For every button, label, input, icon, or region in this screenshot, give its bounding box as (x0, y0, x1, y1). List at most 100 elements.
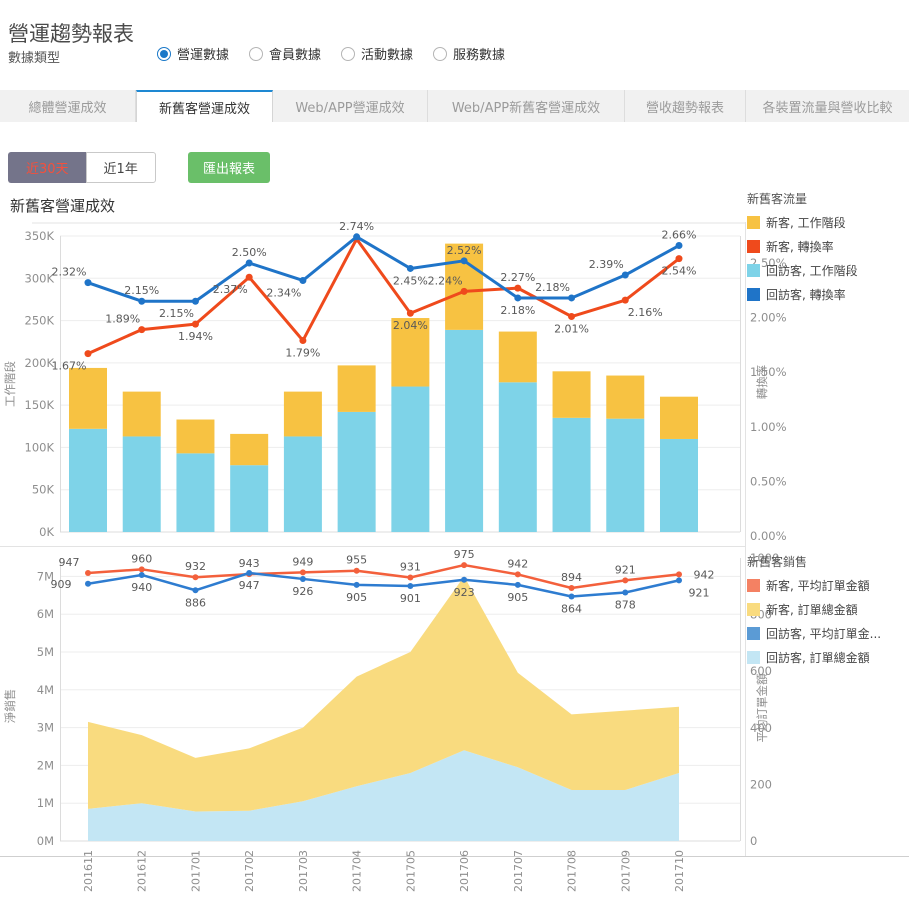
svg-text:350K: 350K (25, 229, 55, 243)
svg-text:600: 600 (750, 664, 772, 678)
range-30days-button[interactable]: 近30天 (8, 152, 86, 183)
svg-text:平均訂單金額: 平均訂單金額 (755, 673, 769, 742)
svg-text:926: 926 (292, 585, 313, 598)
svg-text:0M: 0M (37, 834, 54, 848)
svg-text:6M: 6M (37, 607, 54, 621)
legend-item[interactable]: 新客, 工作階段 (747, 214, 907, 231)
legend-label: 回訪客, 工作階段 (766, 264, 858, 278)
svg-text:905: 905 (346, 591, 367, 604)
legend-swatch (747, 216, 760, 229)
svg-text:1000: 1000 (750, 551, 779, 565)
svg-text:0.50%: 0.50% (750, 474, 787, 488)
export-report-button[interactable]: 匯出報表 (188, 152, 271, 183)
svg-text:886: 886 (185, 596, 206, 609)
svg-text:947: 947 (239, 579, 260, 592)
legend-swatch (747, 288, 760, 301)
svg-text:2.45%: 2.45% (393, 274, 428, 287)
legend-item[interactable]: 回訪客, 訂單總金額 (747, 649, 907, 666)
svg-text:201705: 201705 (404, 850, 417, 892)
radio-icon (341, 46, 356, 61)
radio-activity-data[interactable]: 活動數據 (341, 44, 413, 63)
legend-traffic: 新舊客流量 新客, 工作階段 新客, 轉換率 回訪客, 工作階段 回訪客, 轉換… (747, 190, 907, 310)
charts-area: 0K 50K 100K 150K 200K 250K 300K 350K 0.00% 0.50% 1… (0, 222, 909, 898)
chart-section-title: 新舊客營運成效 (10, 197, 116, 215)
svg-text:940: 940 (131, 581, 152, 594)
svg-text:2.24%: 2.24% (428, 274, 463, 287)
radio-operation-data[interactable]: 營運數據 (157, 44, 229, 63)
svg-text:1.89%: 1.89% (105, 313, 140, 326)
radio-icon (157, 46, 171, 61)
legend-swatch (747, 240, 760, 253)
legend-swatch (747, 627, 760, 640)
svg-text:201702: 201702 (243, 850, 256, 892)
radio-service-data[interactable]: 服務數據 (433, 44, 505, 63)
svg-text:201703: 201703 (297, 850, 310, 892)
svg-text:932: 932 (185, 560, 206, 573)
legend-item[interactable]: 回訪客, 平均訂單金... (747, 625, 907, 642)
svg-text:2.18%: 2.18% (500, 304, 535, 317)
svg-text:2.52%: 2.52% (447, 244, 482, 257)
radio-label: 營運數據 (177, 48, 230, 63)
svg-text:921: 921 (615, 563, 636, 576)
svg-text:100K: 100K (25, 440, 55, 454)
svg-text:250K: 250K (25, 314, 55, 328)
svg-text:3M: 3M (37, 721, 54, 735)
legend-title: 新舊客銷售 (747, 555, 808, 569)
tab-web-app-new-returning[interactable]: Web/APP新舊客營運成效 (428, 90, 625, 122)
svg-text:1.50%: 1.50% (750, 365, 787, 379)
legend-item[interactable]: 新客, 訂單總金額 (747, 601, 907, 618)
range-1year-button[interactable]: 近1年 (85, 152, 156, 183)
svg-text:955: 955 (346, 554, 367, 567)
svg-text:轉換率: 轉換率 (755, 365, 769, 400)
svg-text:2M: 2M (37, 758, 54, 772)
svg-text:931: 931 (400, 561, 421, 574)
tab-web-app-performance[interactable]: Web/APP營運成效 (273, 90, 428, 122)
legend-item[interactable]: 回訪客, 工作階段 (747, 262, 907, 279)
legend-label: 新客, 工作階段 (766, 216, 846, 230)
svg-text:4M: 4M (37, 683, 54, 697)
legend-item[interactable]: 回訪客, 轉換率 (747, 286, 907, 303)
svg-text:909: 909 (51, 578, 72, 591)
tab-bar: 總體營運成效 新舊客營運成效 Web/APP營運成效 Web/APP新舊客營運成… (0, 90, 909, 122)
legend-item[interactable]: 新客, 轉換率 (747, 238, 907, 255)
data-type-label: 數據類型 (8, 51, 61, 66)
radio-label: 活動數據 (361, 48, 414, 63)
legend-swatch (747, 651, 760, 664)
svg-text:2.34%: 2.34% (266, 286, 301, 299)
svg-text:工作階段: 工作階段 (3, 361, 17, 407)
svg-text:2.04%: 2.04% (393, 319, 428, 332)
traffic-combo-chart: 0K 50K 100K 150K 200K 250K 300K 350K 0.00% 0.50% 1… (3, 222, 787, 546)
svg-text:201710: 201710 (673, 850, 686, 892)
radio-icon (433, 46, 448, 61)
radio-member-data[interactable]: 會員數據 (249, 44, 321, 63)
svg-text:1.94%: 1.94% (178, 330, 213, 343)
svg-text:942: 942 (693, 568, 714, 581)
svg-text:2.27%: 2.27% (500, 271, 535, 284)
radio-label: 會員數據 (269, 48, 322, 63)
svg-text:2.32%: 2.32% (52, 266, 87, 279)
svg-text:1.67%: 1.67% (52, 360, 87, 373)
legend-swatch (747, 264, 760, 277)
svg-text:201611: 201611 (82, 850, 95, 892)
svg-text:50K: 50K (32, 483, 55, 497)
svg-text:1.79%: 1.79% (285, 347, 320, 360)
data-type-radio-group: 營運數據 會員數據 活動數據 服務數據 (157, 44, 505, 63)
svg-text:0.00%: 0.00% (750, 529, 787, 543)
legend-item[interactable]: 新客, 平均訂單金額 (747, 577, 907, 594)
radio-label: 服務數據 (453, 48, 506, 63)
page-title: 營運趨勢報表 (8, 22, 134, 47)
tab-device-comparison[interactable]: 各裝置流量與營收比較 (762, 100, 893, 116)
svg-text:201706: 201706 (458, 850, 471, 892)
svg-text:2.00%: 2.00% (750, 311, 787, 325)
tab-revenue-trend[interactable]: 營收趨勢報表 (625, 90, 746, 122)
svg-text:2.54%: 2.54% (662, 265, 697, 278)
legend-label: 回訪客, 轉換率 (766, 288, 846, 302)
tab-new-returning-performance[interactable]: 新舊客營運成效 (136, 90, 273, 122)
svg-text:2.16%: 2.16% (628, 306, 663, 319)
svg-text:201612: 201612 (136, 850, 149, 892)
tab-overall-performance[interactable]: 總體營運成效 (0, 90, 136, 122)
svg-text:878: 878 (615, 599, 636, 612)
svg-text:1.00%: 1.00% (750, 420, 787, 434)
svg-text:200: 200 (750, 777, 772, 791)
